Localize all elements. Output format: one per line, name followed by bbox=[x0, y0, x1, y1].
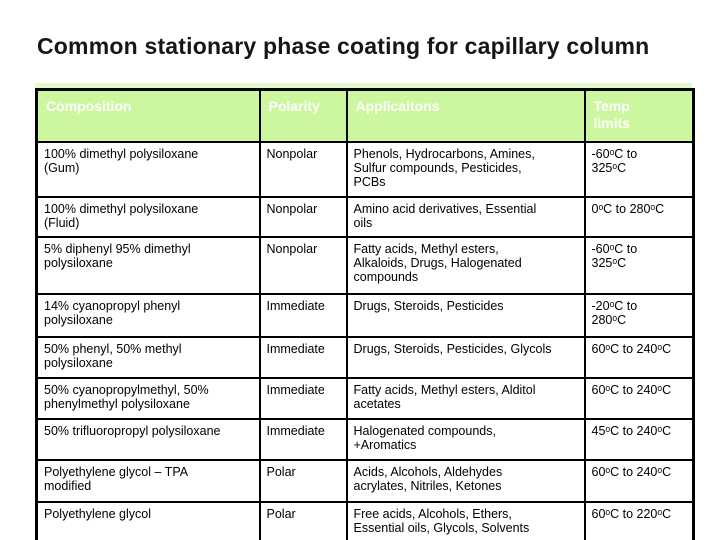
cell-temp: 60ᵒC to 240ᵒC bbox=[583, 376, 695, 420]
phase-table-wrap: Composition Polarity Applicaitons Temp l… bbox=[35, 83, 695, 540]
table-row: 50% cyanopropylmethyl, 50% phenylmethyl … bbox=[35, 376, 695, 420]
table-row: Polyethylene glycol – TPA modified Polar… bbox=[35, 458, 695, 503]
table-row: 50% trifluoropropyl polysiloxane Immedia… bbox=[35, 417, 695, 461]
cell-applications: Halogenated compounds, +Aromatics bbox=[345, 417, 586, 461]
cell-temp: 60ᵒC to 240ᵒC bbox=[583, 458, 695, 503]
cell-temp: 60ᵒC to 240ᵒC bbox=[583, 335, 695, 379]
header-composition: Composition bbox=[35, 88, 261, 143]
cell-applications: Free acids, Alcohols, Ethers, Essential … bbox=[345, 500, 586, 540]
cell-polarity: Immediate bbox=[258, 292, 348, 338]
cell-composition: 100% dimethyl polysiloxane (Gum) bbox=[35, 140, 261, 198]
cell-polarity: Polar bbox=[258, 458, 348, 503]
cell-applications: Drugs, Steroids, Pesticides, Glycols bbox=[345, 335, 586, 379]
cell-temp: -20ᵒC to 280ᵒC bbox=[583, 292, 695, 338]
cell-polarity: Immediate bbox=[258, 335, 348, 379]
cell-composition: 100% dimethyl polysiloxane (Fluid) bbox=[35, 195, 261, 238]
cell-temp: -60ᵒC to 325ᵒC bbox=[583, 140, 695, 198]
cell-temp: 60ᵒC to 220ᵒC bbox=[583, 500, 695, 540]
cell-polarity: Polar bbox=[258, 500, 348, 540]
cell-polarity: Immediate bbox=[258, 376, 348, 420]
header-row: Composition Polarity Applicaitons Temp l… bbox=[35, 88, 695, 143]
cell-applications: Acids, Alcohols, Aldehydes acrylates, Ni… bbox=[345, 458, 586, 503]
cell-composition: 14% cyanopropyl phenyl polysiloxane bbox=[35, 292, 261, 338]
table-row: 100% dimethyl polysiloxane (Gum) Nonpola… bbox=[35, 140, 695, 198]
slide-title: Common stationary phase coating for capi… bbox=[37, 33, 650, 59]
cell-composition: 50% cyanopropylmethyl, 50% phenylmethyl … bbox=[35, 376, 261, 420]
table-row: Polyethylene glycol Polar Free acids, Al… bbox=[35, 500, 695, 540]
cell-composition: 50% phenyl, 50% methyl polysiloxane bbox=[35, 335, 261, 379]
header-polarity: Polarity bbox=[258, 88, 348, 143]
cell-polarity: Nonpolar bbox=[258, 235, 348, 295]
cell-composition: Polyethylene glycol – TPA modified bbox=[35, 458, 261, 503]
cell-polarity: Nonpolar bbox=[258, 195, 348, 238]
cell-polarity: Immediate bbox=[258, 417, 348, 461]
cell-applications: Fatty acids, Methyl esters, Alkaloids, D… bbox=[345, 235, 586, 295]
table-row: 100% dimethyl polysiloxane (Fluid) Nonpo… bbox=[35, 195, 695, 238]
cell-temp: -60ᵒC to 325ᵒC bbox=[583, 235, 695, 295]
header-applications: Applicaitons bbox=[345, 88, 586, 143]
cell-applications: Phenols, Hydrocarbons, Amines, Sulfur co… bbox=[345, 140, 586, 198]
stationary-phase-table: Composition Polarity Applicaitons Temp l… bbox=[35, 88, 695, 540]
table-top-strip bbox=[35, 83, 692, 88]
cell-composition: 50% trifluoropropyl polysiloxane bbox=[35, 417, 261, 461]
table-row: 50% phenyl, 50% methyl polysiloxane Imme… bbox=[35, 335, 695, 379]
cell-composition: 5% diphenyl 95% dimethyl polysiloxane bbox=[35, 235, 261, 295]
cell-temp: 0ᵒC to 280ᵒC bbox=[583, 195, 695, 238]
table-row: 14% cyanopropyl phenyl polysiloxane Imme… bbox=[35, 292, 695, 338]
header-temp-limits: Temp limits bbox=[583, 88, 695, 143]
table-row: 5% diphenyl 95% dimethyl polysiloxane No… bbox=[35, 235, 695, 295]
cell-composition: Polyethylene glycol bbox=[35, 500, 261, 540]
cell-applications: Drugs, Steroids, Pesticides bbox=[345, 292, 586, 338]
cell-temp: 45ᵒC to 240ᵒC bbox=[583, 417, 695, 461]
cell-applications: Amino acid derivatives, Essential oils bbox=[345, 195, 586, 238]
cell-polarity: Nonpolar bbox=[258, 140, 348, 198]
cell-applications: Fatty acids, Methyl esters, Alditol acet… bbox=[345, 376, 586, 420]
